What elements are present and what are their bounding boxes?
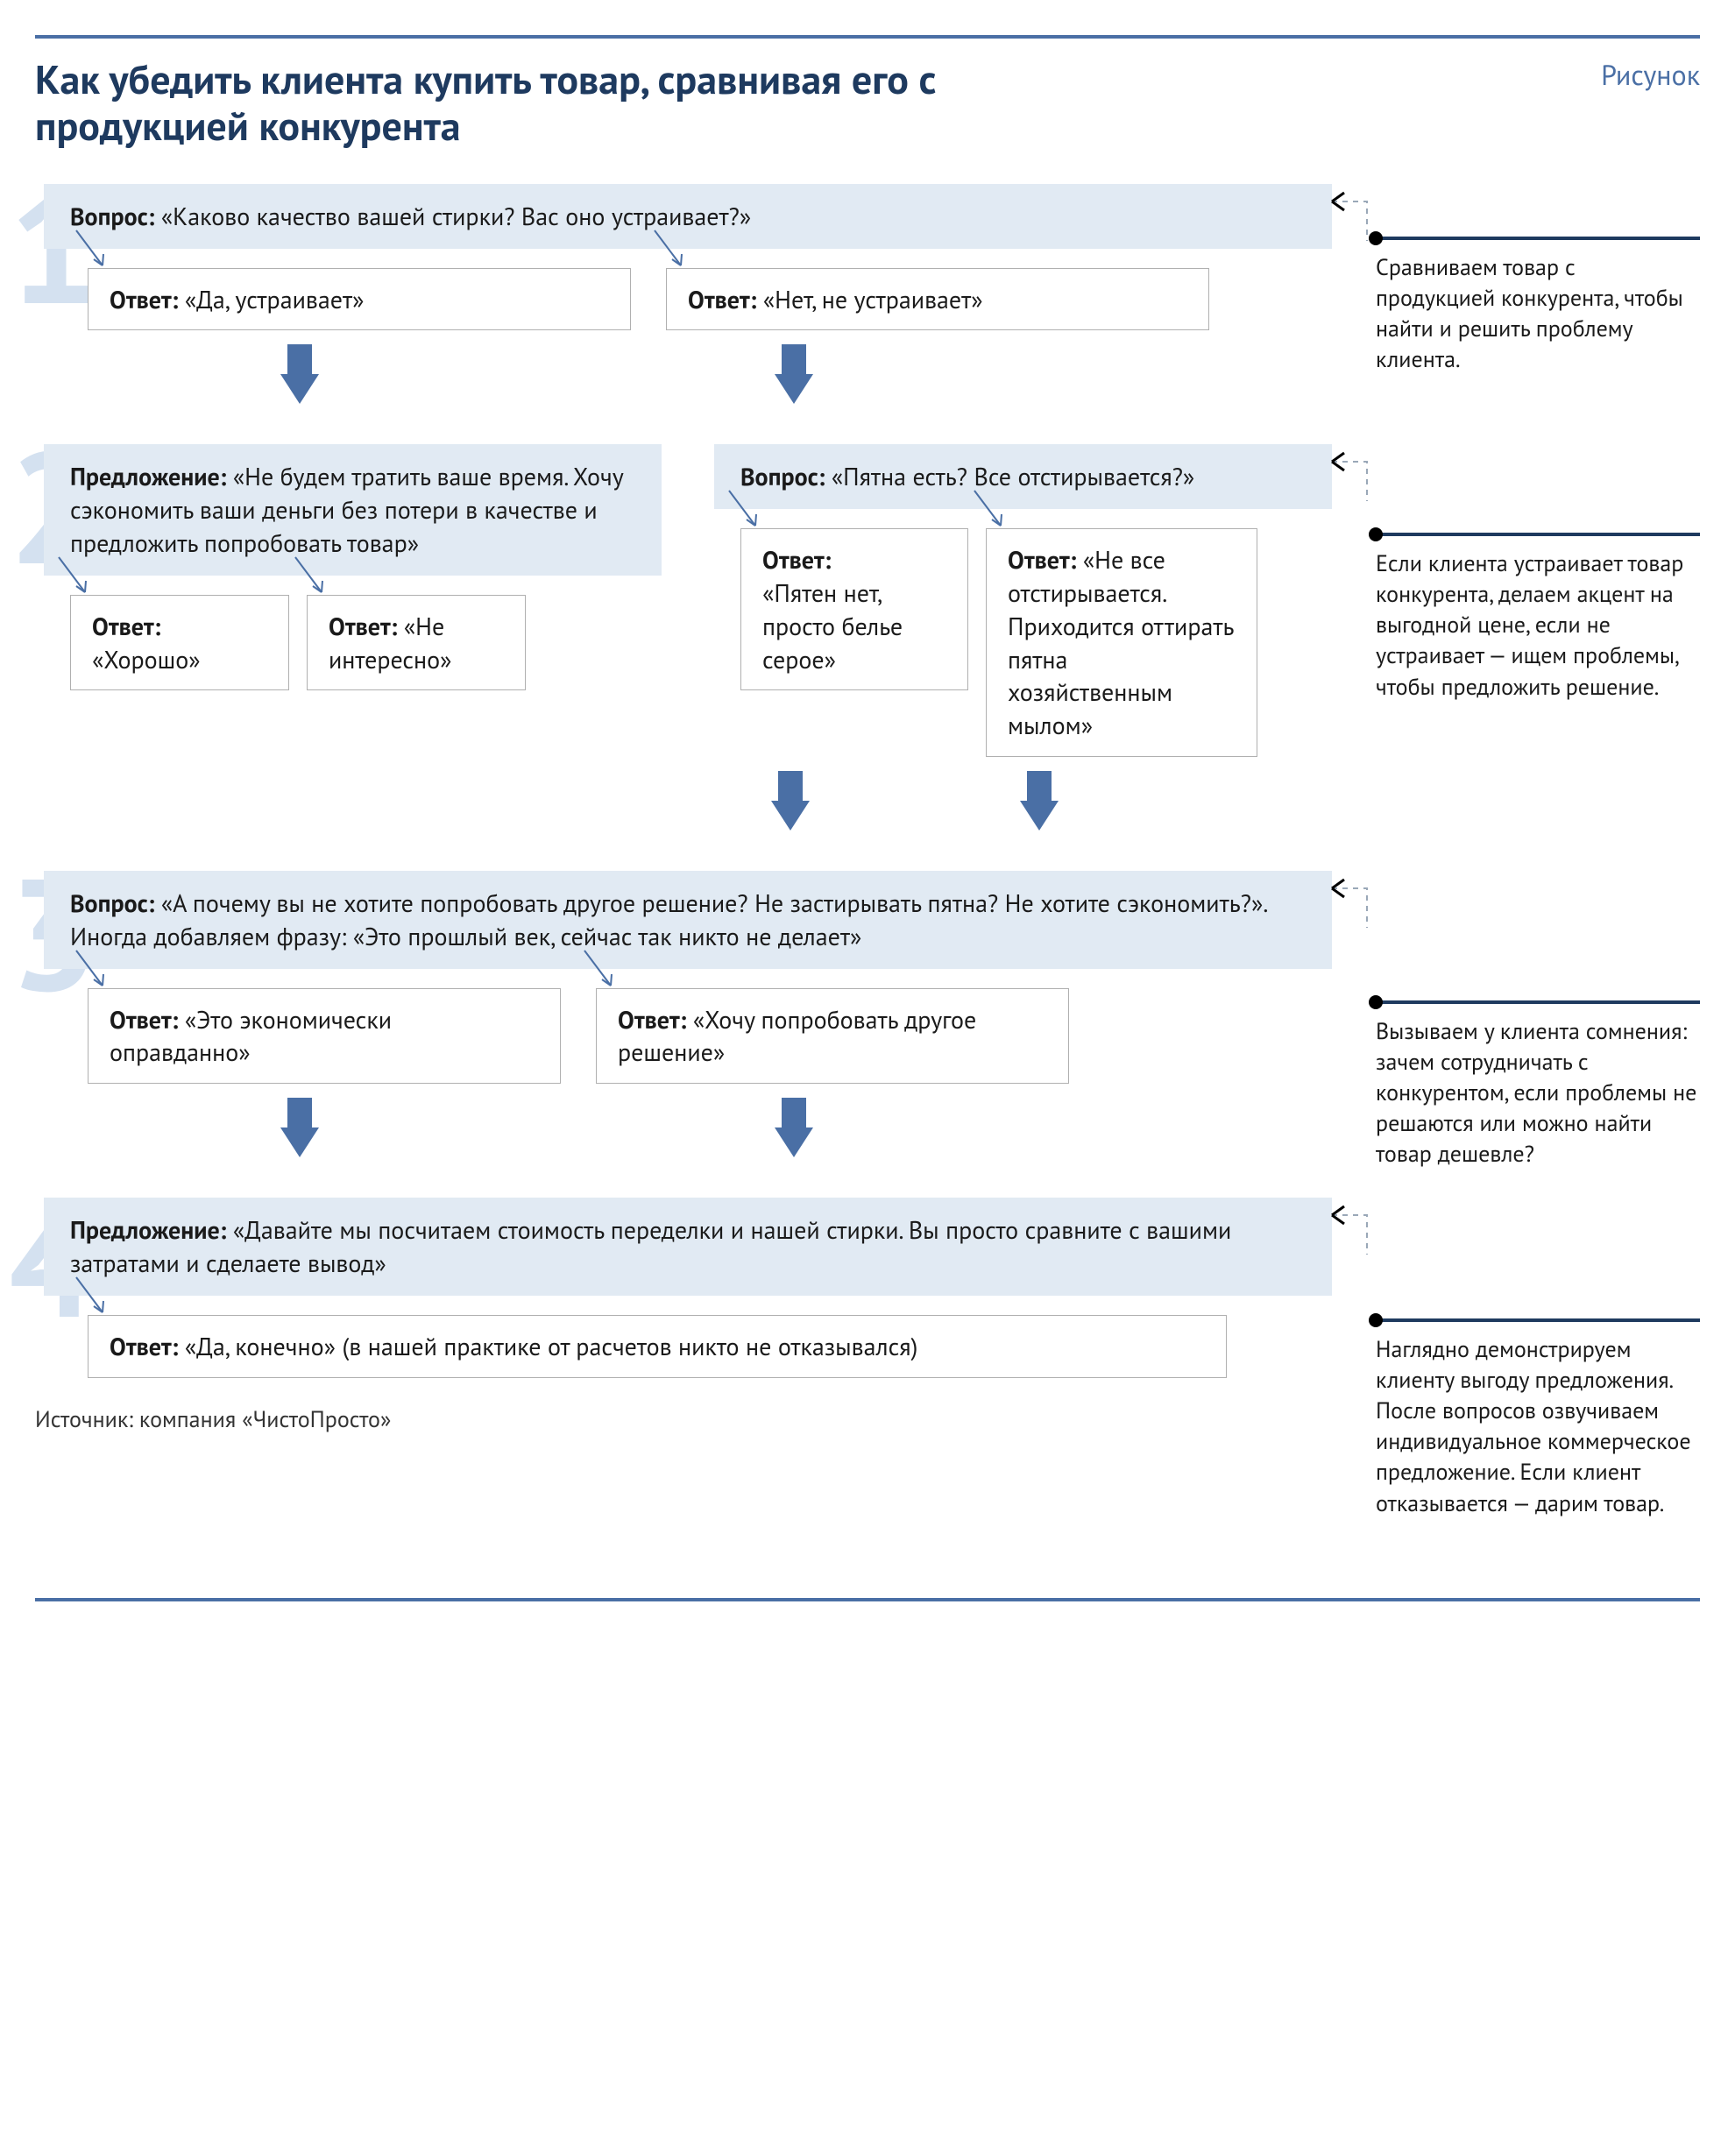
answer-label: Ответ: — [1008, 543, 1076, 576]
step-1-answer-1-text: «Да, устраивает» — [185, 283, 365, 315]
side-notes: Сравниваем товар с продукцией конкурента… — [1358, 184, 1700, 1572]
side-note-2: Если клиента устраивает товар конкурента… — [1358, 515, 1700, 719]
side-note-4: Наглядно демонстрируем клиенту выгоду пр… — [1358, 1301, 1700, 1537]
answer-label: Ответ: — [329, 610, 397, 642]
note-connector-2 — [1332, 453, 1384, 514]
step-3-answer-econ: Ответ: «Это экономически оправданно» — [88, 988, 561, 1085]
arrows-1-2 — [35, 357, 1332, 418]
connector-arrow — [580, 946, 624, 1007]
answer-label: Ответ: — [110, 1330, 178, 1362]
note-connector-3 — [1332, 880, 1384, 941]
note-connector-1 — [1332, 193, 1384, 254]
arrow-down-icon — [775, 1127, 813, 1157]
answer-label: Ответ: — [688, 283, 756, 315]
answer-label: Ответ: — [92, 610, 160, 642]
step-4-answers: Ответ: «Да, конечно» (в нашей практике о… — [88, 1315, 1332, 1378]
step-1: 1 Вопрос: «Каково качество вашей стирки?… — [35, 184, 1332, 331]
step-2-answer-grey: Ответ: «Пятен нет, просто белье серое» — [740, 528, 968, 690]
step-3: 3 Вопрос: «А почему вы не хотите попробо… — [35, 871, 1332, 1084]
side-note-3: Вызываем у клиента сомнения: зачем сотру… — [1358, 983, 1700, 1187]
connector-arrow — [650, 226, 694, 286]
step-2: 2 Предложение: «Не будем тратить ваше вр… — [35, 444, 1332, 757]
arrow-down-icon — [280, 1127, 319, 1157]
side-rule — [1376, 237, 1700, 240]
bottom-rule — [35, 1598, 1700, 1601]
step-2-right-answer-1: «Пятен нет, просто белье серое» — [762, 576, 903, 675]
connector-arrow — [291, 553, 335, 613]
connector-arrow — [72, 226, 116, 286]
step-2-question-box: Вопрос: «Пятна есть? Все отстирывается?» — [714, 444, 1332, 509]
arrow-down-icon — [1020, 801, 1059, 831]
proposal-label: Предложение: — [70, 1213, 226, 1246]
step-3-question-box: Вопрос: «А почему вы не хотите попробова… — [44, 871, 1332, 969]
connector-arrow — [725, 486, 768, 547]
step-2-answer-stains: Ответ: «Не все отстирывается. Приходится… — [986, 528, 1257, 757]
answer-label: Ответ: — [110, 283, 178, 315]
connector-arrow — [72, 946, 116, 1007]
step-3-question: «А почему вы не хотите попробовать друго… — [70, 887, 1266, 952]
answer-label: Ответ: — [110, 1003, 178, 1036]
side-rule — [1376, 1000, 1700, 1004]
arrows-3-4 — [35, 1110, 1332, 1171]
step-4: 4 Предложение: «Давайте мы посчитаем сто… — [35, 1198, 1332, 1377]
step-2-left: Предложение: «Не будем тратить ваше врем… — [44, 444, 662, 757]
step-2-left-answers: Ответ: «Хорошо» Ответ: «Не интересно» — [70, 595, 662, 691]
proposal-label: Предложение: — [70, 460, 226, 492]
question-label: Вопрос: — [70, 887, 154, 919]
top-rule — [35, 35, 1700, 39]
side-rule — [1376, 533, 1700, 536]
arrow-down-icon — [771, 801, 810, 831]
side-note-3-text: Вызываем у клиента сомнения: зачем сотру… — [1376, 1016, 1700, 1170]
arrows-2-3 — [35, 783, 1332, 845]
connector-arrow — [72, 1273, 116, 1333]
arrow-down-icon — [775, 374, 813, 404]
connector-arrow — [970, 486, 1014, 547]
side-note-4-text: Наглядно демонстрируем клиенту выгоду пр… — [1376, 1334, 1700, 1519]
page-title: Как убедить клиента купить товар, сравни… — [35, 56, 1087, 149]
step-3-answer-try: Ответ: «Хочу попробовать другое решение» — [596, 988, 1069, 1085]
step-1-answer-2-text: «Нет, не устраивает» — [763, 283, 983, 315]
step-2-right: Вопрос: «Пятна есть? Все отстирывается?» — [714, 444, 1332, 757]
side-rule — [1376, 1318, 1700, 1322]
step-4-answer: Ответ: «Да, конечно» (в нашей практике о… — [88, 1315, 1227, 1378]
step-2-left-answer-1: «Хорошо» — [92, 643, 201, 675]
step-1-answer-yes: Ответ: «Да, устраивает» — [88, 268, 631, 331]
step-2-answer-no: Ответ: «Не интересно» — [307, 595, 526, 691]
side-note-2-text: Если клиента устраивает товар конкурента… — [1376, 548, 1700, 702]
arrow-down-icon — [280, 374, 319, 404]
step-2-answer-ok: Ответ: «Хорошо» — [70, 595, 289, 691]
step-3-answers: Ответ: «Это экономически оправданно» Отв… — [88, 988, 1332, 1085]
side-note-1: Сравниваем товар с продукцией конкурента… — [1358, 219, 1700, 392]
figure-label: Рисунок — [1601, 56, 1700, 94]
step-2-proposal-box: Предложение: «Не будем тратить ваше врем… — [44, 444, 662, 575]
source-text: Источник: компания «ЧистоПросто» — [35, 1404, 1332, 1435]
step-4-proposal: «Давайте мы посчитаем стоимость переделк… — [70, 1213, 1231, 1279]
answer-label: Ответ: — [762, 543, 831, 576]
step-1-answer-no: Ответ: «Нет, не устраивает» — [666, 268, 1209, 331]
answer-label: Ответ: — [618, 1003, 686, 1036]
note-connector-4 — [1332, 1206, 1384, 1268]
header: Как убедить клиента купить товар, сравни… — [35, 56, 1700, 149]
side-note-1-text: Сравниваем товар с продукцией конкурента… — [1376, 252, 1700, 375]
connector-arrow — [54, 553, 98, 613]
flowchart: 1 Вопрос: «Каково качество вашей стирки?… — [35, 184, 1332, 1435]
step-1-answers: Ответ: «Да, устраивает» Ответ: «Нет, не … — [88, 268, 1332, 331]
step-4-answer-text: «Да, конечно» (в нашей практике от расче… — [185, 1330, 918, 1362]
step-2-right-answers: Ответ: «Пятен нет, просто белье серое» О… — [740, 528, 1332, 757]
step-4-proposal-box: Предложение: «Давайте мы посчитаем стоим… — [44, 1198, 1332, 1296]
